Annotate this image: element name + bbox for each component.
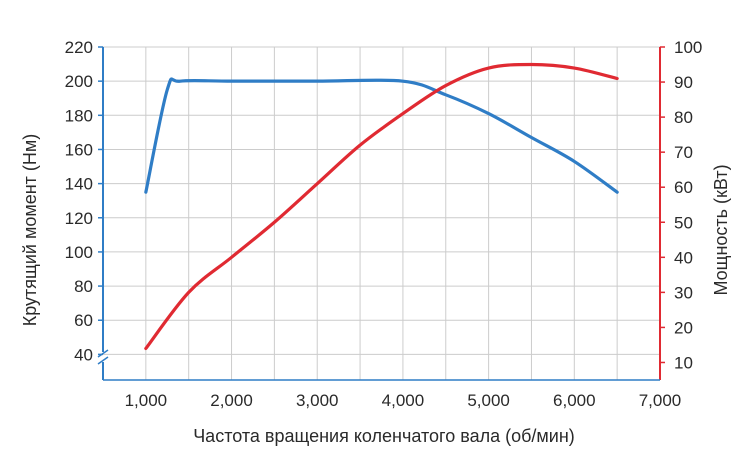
y-left-tick-label: 140	[65, 175, 93, 194]
y-right-tick-label: 20	[674, 318, 693, 337]
y-right-tick-labels: 10 20 30 40 50 60 70 80 90 100	[674, 38, 702, 372]
y-left-axis-title: Крутящий момент (Нм)	[20, 134, 40, 327]
y-right-tick-label: 80	[674, 108, 693, 127]
y-right-tick-label: 60	[674, 178, 693, 197]
power-line	[144, 62, 619, 351]
y-left-tick-label: 120	[65, 209, 93, 228]
y-left-tick-label: 200	[65, 72, 93, 91]
axis-break-mark	[97, 349, 109, 358]
x-tick-label: 7,000	[639, 391, 682, 410]
y-right-tick-label: 100	[674, 38, 702, 57]
x-tick-label: 3,000	[296, 391, 339, 410]
y-left-tick-label: 60	[74, 311, 93, 330]
axis-break-mark	[97, 356, 109, 365]
x-axis-title: Частота вращения коленчатого вала (об/ми…	[193, 426, 575, 446]
y-left-tick-label: 80	[74, 277, 93, 296]
y-left-tick-label: 40	[74, 345, 93, 364]
y-left-tick-label: 100	[65, 243, 93, 262]
y-right-tick-label: 30	[674, 283, 693, 302]
x-tick-labels: 1,000 2,000 3,000 4,000 5,000 6,000 7,000	[125, 391, 682, 410]
x-tick-label: 1,000	[125, 391, 168, 410]
y-right-tick-label: 40	[674, 248, 693, 267]
x-tick-label: 5,000	[467, 391, 510, 410]
y-right-tick-label: 90	[674, 73, 693, 92]
y-right-tick-label: 10	[674, 353, 693, 372]
grid	[103, 46, 660, 380]
y-left-tick-label: 220	[65, 38, 93, 57]
y-left-tick-label: 180	[65, 106, 93, 125]
y-right-axis-title: Мощность (кВт)	[711, 164, 731, 295]
axes	[97, 46, 665, 381]
x-tick-label: 6,000	[553, 391, 596, 410]
y-right-tick-label: 50	[674, 213, 693, 232]
y-left-tick-label: 160	[65, 140, 93, 159]
y-right-tick-label: 70	[674, 143, 693, 162]
series-lines	[144, 62, 619, 351]
torque-line	[144, 77, 619, 194]
y-left-tick-labels: 40 60 80 100 120 140 160 180 200 220	[65, 38, 93, 364]
x-tick-label: 4,000	[382, 391, 425, 410]
x-tick-label: 2,000	[210, 391, 253, 410]
